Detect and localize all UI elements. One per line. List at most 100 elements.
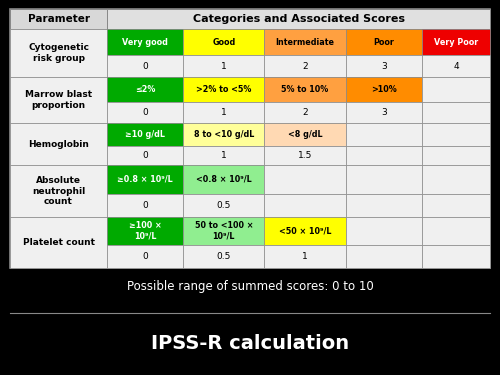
Bar: [264, 102, 345, 123]
Bar: [346, 146, 422, 165]
Bar: [10, 123, 107, 165]
Bar: [264, 77, 345, 102]
Bar: [107, 245, 183, 268]
Bar: [183, 245, 264, 268]
Bar: [422, 245, 490, 268]
Bar: [422, 217, 490, 245]
Text: 0: 0: [142, 151, 148, 160]
Text: Marrow blast
proportion: Marrow blast proportion: [25, 90, 92, 110]
Bar: [183, 146, 264, 165]
Bar: [107, 194, 183, 217]
Text: 0: 0: [142, 201, 148, 210]
Text: Hemoglobin: Hemoglobin: [28, 140, 89, 148]
Text: 0: 0: [142, 108, 148, 117]
Text: >10%: >10%: [371, 85, 396, 94]
Bar: [422, 29, 490, 56]
Text: <0.8 × 10⁹/L: <0.8 × 10⁹/L: [196, 175, 252, 184]
Bar: [346, 56, 422, 77]
Text: Very Poor: Very Poor: [434, 38, 478, 46]
Text: 3: 3: [381, 108, 386, 117]
Bar: [422, 77, 490, 102]
Text: 1: 1: [302, 252, 308, 261]
Text: 0.5: 0.5: [216, 201, 231, 210]
Bar: [10, 29, 107, 77]
Text: Parameter: Parameter: [28, 14, 90, 24]
Text: ≤2%: ≤2%: [135, 85, 156, 94]
Bar: [346, 194, 422, 217]
Bar: [346, 245, 422, 268]
Bar: [107, 165, 183, 194]
Bar: [107, 56, 183, 77]
Bar: [346, 102, 422, 123]
Bar: [10, 77, 107, 123]
Bar: [264, 29, 345, 56]
Text: 0: 0: [142, 252, 148, 261]
Bar: [422, 56, 490, 77]
Text: Very good: Very good: [122, 38, 168, 46]
Bar: [346, 123, 422, 146]
Text: ≥10 g/dL: ≥10 g/dL: [125, 130, 165, 139]
Text: Categories and Associated Scores: Categories and Associated Scores: [192, 14, 404, 24]
Bar: [346, 217, 422, 245]
Text: 1: 1: [221, 62, 226, 71]
Text: 4: 4: [453, 62, 458, 71]
Text: IPSS-R calculation: IPSS-R calculation: [151, 334, 349, 352]
Bar: [183, 29, 264, 56]
Bar: [422, 146, 490, 165]
Text: Absolute
neutrophil
count: Absolute neutrophil count: [32, 176, 85, 206]
Bar: [264, 165, 345, 194]
Text: Intermediate: Intermediate: [276, 38, 334, 46]
Text: Possible range of summed scores: 0 to 10: Possible range of summed scores: 0 to 10: [126, 280, 374, 293]
Bar: [183, 194, 264, 217]
Bar: [107, 102, 183, 123]
Text: 0.5: 0.5: [216, 252, 231, 261]
Text: 3: 3: [381, 62, 386, 71]
Bar: [264, 245, 345, 268]
Bar: [183, 123, 264, 146]
Bar: [264, 217, 345, 245]
Bar: [183, 56, 264, 77]
Text: <50 × 10⁹/L: <50 × 10⁹/L: [279, 226, 332, 236]
Bar: [10, 9, 107, 29]
Text: 1.5: 1.5: [298, 151, 312, 160]
Bar: [264, 123, 345, 146]
Bar: [422, 194, 490, 217]
Bar: [10, 217, 107, 268]
Text: 0: 0: [142, 62, 148, 71]
Text: >2% to <5%: >2% to <5%: [196, 85, 252, 94]
Bar: [107, 9, 490, 29]
Text: 50 to <100 ×
10⁹/L: 50 to <100 × 10⁹/L: [194, 221, 253, 241]
Bar: [107, 77, 183, 102]
Bar: [264, 194, 345, 217]
Text: 2: 2: [302, 62, 308, 71]
Bar: [107, 29, 183, 56]
Text: 2: 2: [302, 108, 308, 117]
Text: 1: 1: [221, 151, 226, 160]
Bar: [422, 102, 490, 123]
Bar: [264, 56, 345, 77]
Bar: [422, 123, 490, 146]
Bar: [346, 165, 422, 194]
Bar: [107, 123, 183, 146]
Text: Good: Good: [212, 38, 236, 46]
Bar: [10, 9, 490, 268]
Text: ≥100 ×
10⁹/L: ≥100 × 10⁹/L: [128, 221, 162, 241]
Bar: [10, 165, 107, 217]
Text: <8 g/dL: <8 g/dL: [288, 130, 322, 139]
Bar: [107, 217, 183, 245]
Bar: [346, 29, 422, 56]
Bar: [183, 165, 264, 194]
Bar: [183, 102, 264, 123]
Text: 8 to <10 g/dL: 8 to <10 g/dL: [194, 130, 254, 139]
Bar: [346, 77, 422, 102]
Text: 5% to 10%: 5% to 10%: [282, 85, 329, 94]
Text: Cytogenetic
risk group: Cytogenetic risk group: [28, 43, 89, 63]
Bar: [183, 217, 264, 245]
Text: 1: 1: [221, 108, 226, 117]
Text: Poor: Poor: [374, 38, 394, 46]
Bar: [183, 77, 264, 102]
Bar: [264, 146, 345, 165]
Bar: [107, 146, 183, 165]
Bar: [422, 165, 490, 194]
Text: Platelet count: Platelet count: [22, 238, 95, 247]
